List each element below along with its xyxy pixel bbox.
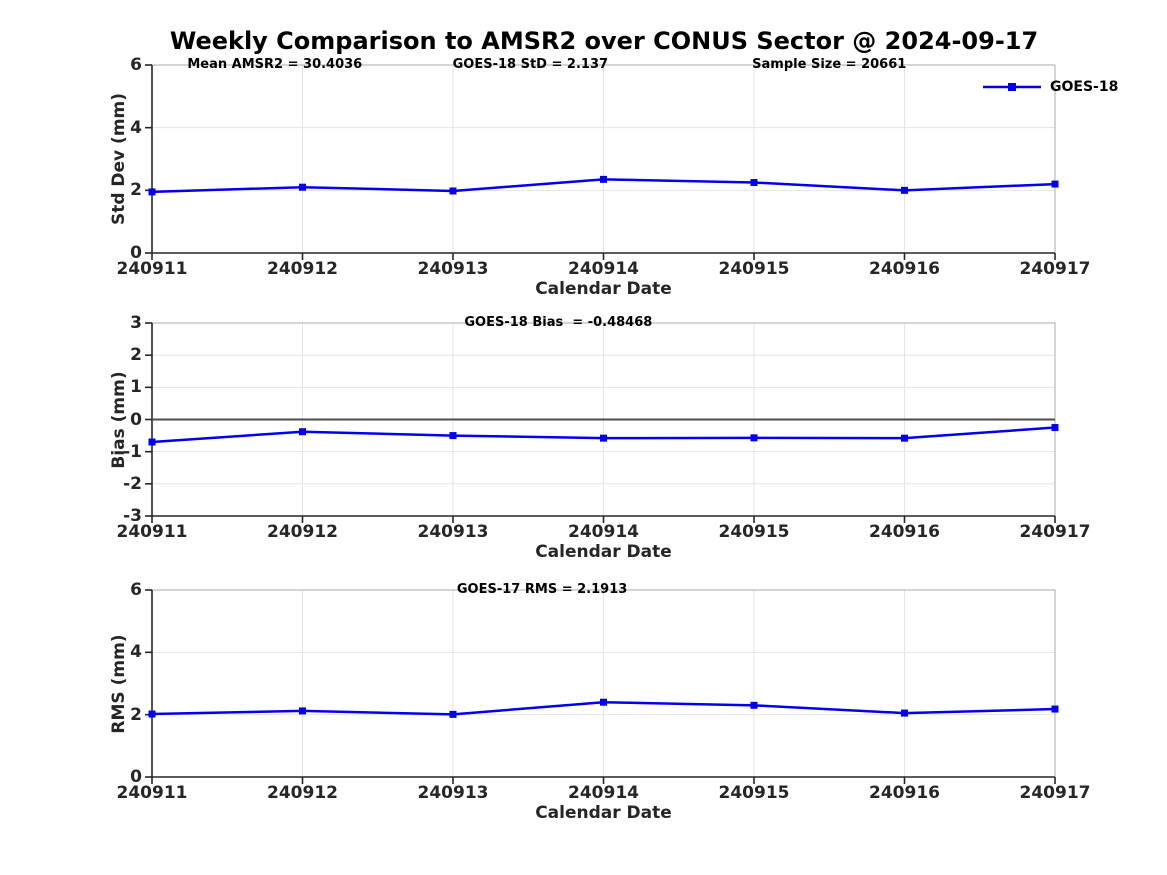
legend-line-sample (983, 83, 1041, 91)
x-tick-label: 240913 (417, 259, 489, 279)
rms-plot-area (145, 589, 1059, 784)
data-point-marker (299, 183, 306, 191)
x-tick-label: 240916 (869, 522, 940, 542)
data-point-marker (449, 187, 457, 195)
data-point-marker (600, 698, 607, 706)
data-point-marker (750, 179, 758, 186)
x-tick-label: 240916 (869, 783, 940, 803)
data-point-marker (148, 438, 156, 446)
stat-annotation: GOES-18 StD = 2.137 (452, 56, 609, 72)
data-point-marker (1051, 705, 1059, 713)
data-point-marker (148, 710, 156, 718)
y-tick-label: 0 (130, 409, 142, 430)
x-tick-label: 240913 (417, 783, 489, 803)
x-tick-label: 240912 (267, 783, 338, 803)
data-point-marker (600, 175, 607, 183)
x-tick-label: 240917 (1019, 259, 1091, 279)
x-tick-label: 240917 (1019, 783, 1091, 803)
rms-chart-panel: RMS (mm) Calendar Date 240911 240912 24091… (109, 580, 1090, 823)
x-tick-label: 240914 (568, 259, 639, 279)
bias-plot-area (145, 322, 1059, 523)
data-point-marker (901, 186, 908, 194)
data-point-marker (901, 709, 908, 717)
y-tick-label: 4 (130, 642, 142, 663)
stat-annotation: Sample Size = 20661 (752, 56, 907, 72)
x-tick-label: 240912 (267, 522, 338, 542)
y-tick-label: 6 (130, 580, 142, 600)
y-tick-label: 0 (130, 243, 142, 263)
data-point-marker (449, 710, 457, 718)
legend-label: GOES-18 (1050, 79, 1119, 95)
x-tick-label: 240912 (267, 259, 338, 279)
y-tick-label: 2 (130, 180, 142, 201)
y-tick-label: 3 (130, 313, 142, 333)
y-tick-label: 0 (130, 767, 142, 787)
x-tick-label: 240914 (568, 522, 639, 542)
x-tick-label: 240911 (116, 522, 188, 542)
data-point-marker (148, 188, 156, 196)
x-tick-label: 240916 (869, 259, 940, 279)
data-point-marker (901, 434, 908, 442)
data-point-marker (449, 432, 457, 440)
std-dev-plot-area (145, 64, 1059, 260)
rms-x-axis-label: Calendar Date (535, 803, 672, 823)
data-point-marker (750, 701, 758, 709)
y-tick-label: 4 (130, 117, 142, 138)
x-tick-label: 240914 (568, 783, 639, 803)
y-tick-label: -2 (123, 473, 142, 494)
stat-annotation: GOES-18 Bias = -0.48468 (464, 314, 653, 330)
y-tick-label: -3 (123, 506, 142, 526)
x-tick-label: 240915 (718, 783, 790, 803)
figure-title: Weekly Comparison to AMSR2 over CONUS Se… (169, 27, 1039, 55)
data-point-marker (1051, 180, 1059, 188)
y-tick-label: 2 (130, 345, 142, 366)
bias-x-axis-label: Calendar Date (535, 542, 672, 562)
data-point-marker (1051, 424, 1059, 432)
std-dev-x-axis-label: Calendar Date (535, 279, 672, 299)
x-tick-label: 240915 (718, 522, 790, 542)
data-point-marker (299, 428, 306, 436)
data-point-marker (750, 434, 758, 442)
data-point-marker (600, 434, 607, 442)
y-tick-label: -1 (123, 441, 142, 462)
y-tick-label: 2 (130, 704, 142, 725)
x-tick-label: 240911 (116, 783, 188, 803)
stat-annotation: Mean AMSR2 = 30.4036 (187, 56, 363, 72)
bias-chart-panel: Bias (mm) Calendar Date 240911 240912 2409… (109, 313, 1090, 562)
x-tick-label: 240911 (116, 259, 188, 279)
stat-annotation: GOES-17 RMS = 2.1913 (456, 581, 628, 597)
x-tick-label: 240915 (718, 259, 790, 279)
data-point-marker (299, 707, 306, 715)
legend: GOES-18 (983, 78, 1118, 96)
x-tick-label: 240913 (417, 522, 489, 542)
x-tick-label: 240917 (1019, 522, 1091, 542)
y-tick-label: 6 (130, 55, 142, 75)
y-tick-label: 1 (130, 377, 142, 398)
std-dev-y-axis-label: Std Dev (mm) (109, 92, 129, 226)
std-dev-chart-panel: Std Dev (mm) Calendar Date GOES-18 24091… (109, 55, 1118, 299)
